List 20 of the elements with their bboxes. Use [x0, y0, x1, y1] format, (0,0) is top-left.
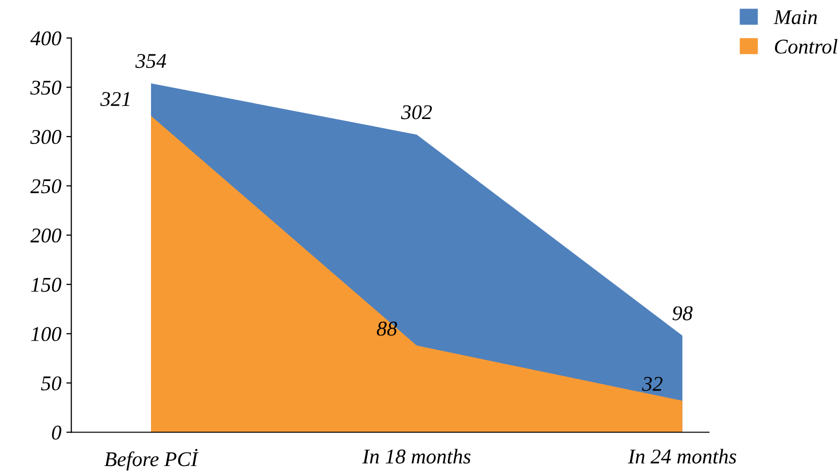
data-label: 32	[642, 376, 662, 391]
data-label: 302	[401, 105, 432, 120]
y-tick-label: 300	[30, 130, 62, 144]
x-tick-label: In 18 months	[362, 448, 470, 464]
data-label: 321	[100, 92, 130, 106]
y-tick-label: 400	[30, 31, 62, 46]
data-label: 354	[135, 54, 166, 68]
legend-label: Control	[774, 39, 838, 54]
legend-label: Main	[774, 10, 817, 24]
x-tick-label: Before PCİ	[104, 448, 199, 470]
data-label: 88	[376, 322, 398, 336]
y-tick-label: 200	[30, 228, 62, 243]
y-tick-label: 250	[30, 179, 62, 194]
y-tick-label: 50	[41, 376, 62, 390]
y-tick-label: 0	[52, 426, 62, 440]
y-tick-label: 150	[31, 278, 62, 292]
y-tick-label: 100	[31, 327, 62, 342]
data-label: 98	[672, 306, 693, 320]
y-tick-label: 350	[30, 80, 62, 95]
x-tick-label: In 24 months	[628, 448, 736, 464]
